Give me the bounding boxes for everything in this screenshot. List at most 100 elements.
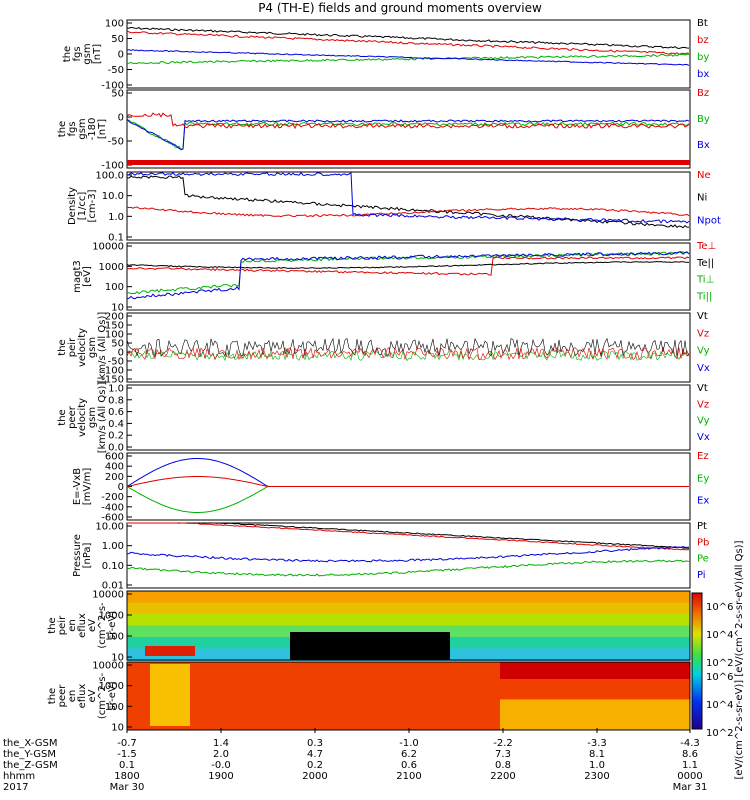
trace-Ti2: [126, 251, 690, 300]
y-axis-label-line: gsm: [77, 118, 88, 139]
y-axis-label-line: magt3: [72, 260, 83, 293]
y-tick-label: 1000: [99, 681, 124, 692]
x-row-value: 6.2: [401, 749, 417, 760]
x-axis-labels: the_X-GSM -0.7 1.4 0.3 -1.0 -2.2 -3.3 -4.3 the_Y…: [3, 728, 707, 793]
x-row-name: the_X-GSM: [3, 738, 57, 749]
y-tick-label: 0.4: [108, 419, 124, 430]
legend-by: by: [697, 52, 709, 63]
y-axis-label-line: the: [47, 688, 58, 704]
spec-band: [127, 614, 690, 627]
legend-bx: bx: [697, 69, 709, 80]
y-axis-label-line: Density: [67, 187, 78, 225]
legend-Vz: Vz: [697, 328, 709, 339]
x-row-value: 2200: [490, 771, 515, 782]
trace-Te-par: [126, 260, 689, 269]
x-row-value: 0000: [677, 771, 702, 782]
y-tick-label: 10000: [92, 590, 124, 601]
x-row-value: 7.3: [495, 749, 511, 760]
y-axis-label: thepeirvelocitygsm[km/s (All Qs)]: [57, 312, 108, 384]
y-axis-label: thepeerenefluxeV(cm^2-s-sr-eV): [47, 672, 118, 719]
x-row-value: 1.1: [682, 760, 698, 771]
panels: 100500-50-100thefgsgsm[nT]Btbzbybx500-50…: [47, 18, 721, 734]
y-tick-label: 50: [111, 89, 124, 100]
y-tick-label: 600: [105, 452, 124, 463]
y-axis-label-line: sr-eV): [107, 681, 118, 710]
y-axis-label-line: en: [67, 619, 78, 632]
panel-frame: [126, 384, 691, 451]
y-axis-label-line: [nT]: [97, 119, 108, 139]
y-tick-label: 10: [111, 653, 124, 664]
x-row-value: 2100: [396, 771, 421, 782]
legend-By: By: [697, 114, 710, 125]
trace-Bz: [126, 112, 690, 130]
y-tick-label: 0.0: [108, 443, 124, 454]
panel-vel_eer: 1.00.80.60.40.20.0thepeervelocitygsm[km/…: [57, 382, 710, 454]
y-axis-label-line: en: [67, 690, 78, 703]
x-row-value: 1900: [208, 771, 233, 782]
y-axis-label-line: the: [47, 617, 58, 633]
y-tick-label: 0: [118, 482, 124, 493]
y-tick-label: 10000: [92, 242, 124, 253]
y-axis-label-line: the: [62, 46, 73, 62]
panel-pressure: 10.00 1.00 0.10 0.01 Pressure[nPa] Pt Pb Pe Pi: [72, 521, 709, 592]
y-axis-label-line: peir: [67, 337, 78, 357]
x-row-value: -0.7: [117, 738, 137, 749]
x-row-value: -1.5: [117, 749, 137, 760]
y-axis-label-line: [cm-3]: [87, 189, 98, 222]
y-axis-label-line: the: [57, 409, 68, 425]
x-row-value: 1800: [114, 771, 139, 782]
y-axis-label-line: [km/s (All Qs)]: [97, 382, 108, 454]
y-tick-label: -400: [101, 502, 124, 513]
colorbar-tick: 10^4: [706, 630, 733, 641]
y-tick-label: 1.0: [108, 212, 124, 223]
y-axis-label-line: gsm: [87, 407, 98, 428]
x-row-name: hhmm: [3, 771, 35, 782]
legend-Vz: Vz: [697, 399, 709, 410]
y-axis-label-line: [mV/m]: [82, 468, 93, 506]
trace-Te: [126, 256, 690, 276]
x-row-value: 2000: [302, 771, 327, 782]
y-axis-label-line: peir: [57, 615, 68, 635]
y-axis-label-line: Pressure: [72, 534, 83, 577]
x-row-value: -0.0: [211, 760, 231, 771]
y-tick-label: 100: [105, 19, 124, 30]
colorbar-tick: 10^2: [706, 658, 733, 669]
y-tick-label: -100: [101, 366, 124, 377]
y-tick-label: 10: [111, 303, 124, 314]
x-row-value: 2.0: [213, 749, 229, 760]
y-tick-label: 100: [105, 632, 124, 643]
panel-frame: [126, 522, 691, 589]
y-tick-label: 50: [111, 339, 124, 350]
y-axis-label-line: sr-eV): [107, 611, 118, 640]
y-tick-label: 0.2: [108, 431, 124, 442]
y-axis-label-line: peer: [67, 405, 78, 429]
trace-Pe: [126, 559, 690, 577]
legend-Ti||: Ti||: [696, 291, 712, 302]
spec-hot: [150, 664, 190, 726]
legend-Ne: Ne: [697, 170, 711, 181]
panel-fgs_dsl: 50 0 -50 -100 thefgsgsm-180[nT] Bz By Bx: [57, 88, 710, 172]
y-tick-label: 0.01: [102, 581, 124, 592]
y-axis-label-line: fgs: [72, 46, 83, 61]
legend-Ti⊥: Ti⊥: [696, 275, 714, 286]
trace-Vy: [126, 349, 690, 362]
y-axis-label-line: (cm^2-s-: [97, 602, 108, 649]
legend-Bz: Bz: [697, 88, 709, 99]
colorbar-tick: 10^2: [706, 728, 733, 739]
y-axis-label-line: eflux: [77, 613, 88, 638]
y-tick-label: 150: [105, 321, 124, 332]
legend-Pe: Pe: [697, 554, 709, 565]
y-axis-label-line: velocity: [77, 328, 88, 367]
x-row-name: the_Y-GSM: [3, 749, 56, 760]
y-tick-label: -50: [108, 137, 124, 148]
x-row-value: -2.2: [493, 738, 513, 749]
y-axis-label-line: [km/s (All Qs)]: [97, 312, 108, 384]
y-tick-label: 400: [105, 462, 124, 473]
y-tick-label: 10000: [92, 661, 124, 672]
y-tick-label: 1000: [99, 262, 124, 273]
panel-fgs: 100 50 0 -50 -100 thefgsgsm[nT] Bt bz by bx: [62, 18, 709, 92]
y-tick-label: 100: [105, 330, 124, 341]
y-tick-label: 1.00: [102, 541, 124, 552]
trace-Npot: [126, 171, 690, 224]
